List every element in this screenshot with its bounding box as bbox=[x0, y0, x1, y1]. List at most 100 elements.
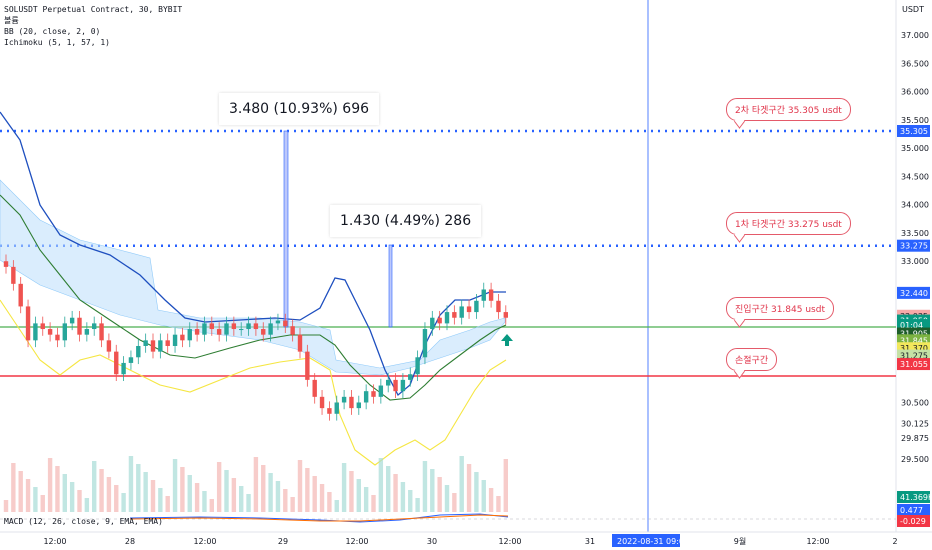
x-tick-label-5: 30 bbox=[427, 537, 437, 546]
x-tick-label-10: 12:00 bbox=[806, 537, 829, 546]
candle-body-53 bbox=[393, 379, 398, 392]
volume-bar-54 bbox=[400, 482, 406, 512]
y-tick-label-0: 37.000 bbox=[901, 31, 929, 40]
price-tag-bg-1 bbox=[897, 239, 930, 252]
candle-body-1 bbox=[11, 266, 16, 284]
time-marker-tag-bg bbox=[612, 534, 680, 547]
candle-body-11 bbox=[84, 329, 90, 335]
candle-body-39 bbox=[290, 326, 295, 335]
candle-body-68 bbox=[503, 312, 508, 318]
volume-bar-2 bbox=[18, 471, 23, 512]
volume-bar-45 bbox=[334, 500, 339, 512]
candle-body-41 bbox=[305, 351, 310, 380]
y-tick-label-3: 35.500 bbox=[901, 116, 929, 125]
volume-bar-36 bbox=[268, 473, 273, 512]
volume-bar-55 bbox=[408, 490, 413, 512]
volume-bar-49 bbox=[363, 487, 369, 512]
candle-body-27 bbox=[202, 323, 207, 335]
volume-bar-29 bbox=[216, 462, 222, 512]
callout-target2[interactable]: 2차 타겟구간 35.305 usdt bbox=[726, 98, 851, 121]
volume-bar-16 bbox=[121, 493, 126, 512]
candle-body-61 bbox=[452, 312, 457, 318]
candle-body-9 bbox=[69, 317, 75, 324]
candle-body-31 bbox=[231, 323, 237, 330]
volume-bar-17 bbox=[128, 456, 134, 512]
volume-bar-37 bbox=[275, 481, 281, 512]
volume-bar-0 bbox=[3, 500, 9, 512]
volume-bar-15 bbox=[114, 485, 119, 512]
volume-bar-41 bbox=[305, 468, 310, 512]
candle-body-60 bbox=[444, 312, 450, 324]
volume-bar-30 bbox=[224, 470, 229, 512]
volume-bar-56 bbox=[415, 498, 420, 512]
candle-body-56 bbox=[415, 357, 420, 375]
candle-body-57 bbox=[422, 329, 428, 358]
price-tag-7: 31.845 bbox=[900, 336, 928, 345]
volume-bar-34 bbox=[253, 457, 259, 512]
candle-body-15 bbox=[114, 351, 119, 375]
volume-bar-38 bbox=[283, 489, 288, 512]
legend: SOLUSDT Perpetual Contract, 30, BYBIT 볼륨… bbox=[4, 4, 182, 48]
volume-bar-63 bbox=[466, 464, 472, 512]
volume-bar-65 bbox=[481, 480, 486, 512]
legend-macd[interactable]: MACD (12, 26, close, 9, EMA, EMA) bbox=[4, 517, 163, 526]
volume-bar-3 bbox=[25, 479, 31, 512]
macd-signal-line bbox=[129, 514, 509, 522]
candle-body-30 bbox=[224, 323, 229, 335]
candle-body-40 bbox=[297, 334, 303, 352]
macd-line bbox=[129, 513, 509, 523]
volume-bar-53 bbox=[393, 474, 398, 512]
candle-body-0 bbox=[3, 261, 9, 267]
legend-ichimoku[interactable]: Ichimoku (5, 1, 57, 1) bbox=[4, 38, 110, 47]
volume-bar-32 bbox=[239, 486, 244, 512]
callout-entry[interactable]: 진입구간 31.845 usdt bbox=[726, 297, 834, 320]
volume-bar-61 bbox=[452, 493, 457, 512]
measure-label-big[interactable]: 3.480 (10.93%) 696 bbox=[219, 93, 380, 125]
candle-body-10 bbox=[77, 317, 82, 335]
volume-bar-18 bbox=[136, 464, 141, 512]
candle-body-62 bbox=[459, 306, 464, 318]
price-tag-1: 33.275 bbox=[900, 242, 928, 251]
y-tick-label-10: 30.125 bbox=[901, 420, 929, 429]
legend-volume[interactable]: 볼륨 bbox=[4, 16, 19, 25]
candle-body-42 bbox=[312, 379, 317, 397]
volume-bar-40 bbox=[297, 460, 303, 512]
candle-body-54 bbox=[400, 379, 406, 392]
candle-body-13 bbox=[99, 323, 104, 341]
price-tag-2: 32.440 bbox=[900, 289, 928, 298]
legend-symbol[interactable]: SOLUSDT Perpetual Contract, 30, BYBIT bbox=[4, 5, 183, 14]
volume-bar-68 bbox=[503, 459, 508, 512]
bottom-tag-bg-2 bbox=[897, 515, 930, 527]
bottom-tag-2: -0.029 bbox=[900, 517, 926, 526]
volume-bar-23 bbox=[172, 459, 178, 512]
price-tag-10: 31.055 bbox=[900, 360, 928, 369]
candle-body-17 bbox=[128, 357, 134, 363]
callout-stop[interactable]: 손절구간 bbox=[726, 348, 778, 371]
volume-bar-39 bbox=[290, 497, 295, 512]
measure-label-small[interactable]: 1.430 (4.49%) 286 bbox=[330, 205, 482, 237]
candle-body-16 bbox=[121, 362, 126, 375]
volume-bar-21 bbox=[158, 488, 163, 512]
candle-body-51 bbox=[378, 385, 384, 397]
legend-bb[interactable]: BB (20, close, 2, 0) bbox=[4, 27, 101, 36]
volume-bar-22 bbox=[165, 496, 170, 512]
callout-target1[interactable]: 1차 타겟구간 33.275 usdt bbox=[726, 212, 851, 235]
volume-bar-5 bbox=[40, 495, 45, 512]
candle-body-65 bbox=[481, 289, 486, 301]
volume-bar-43 bbox=[319, 484, 325, 512]
volume-bar-9 bbox=[69, 482, 75, 512]
volume-bar-19 bbox=[143, 472, 148, 512]
candle-body-20 bbox=[150, 340, 156, 352]
volume-bar-31 bbox=[231, 478, 237, 512]
price-tag-bg-2 bbox=[897, 286, 930, 299]
candle-body-23 bbox=[172, 334, 178, 346]
candle-body-29 bbox=[216, 329, 222, 335]
volume-bar-35 bbox=[261, 465, 266, 512]
y-tick-label-6: 34.000 bbox=[901, 201, 929, 210]
y-tick-label-2: 36.000 bbox=[901, 88, 929, 97]
price-tag-6: 31.905 bbox=[900, 330, 928, 339]
candle-body-58 bbox=[430, 317, 435, 330]
volume-bar-14 bbox=[106, 477, 112, 512]
